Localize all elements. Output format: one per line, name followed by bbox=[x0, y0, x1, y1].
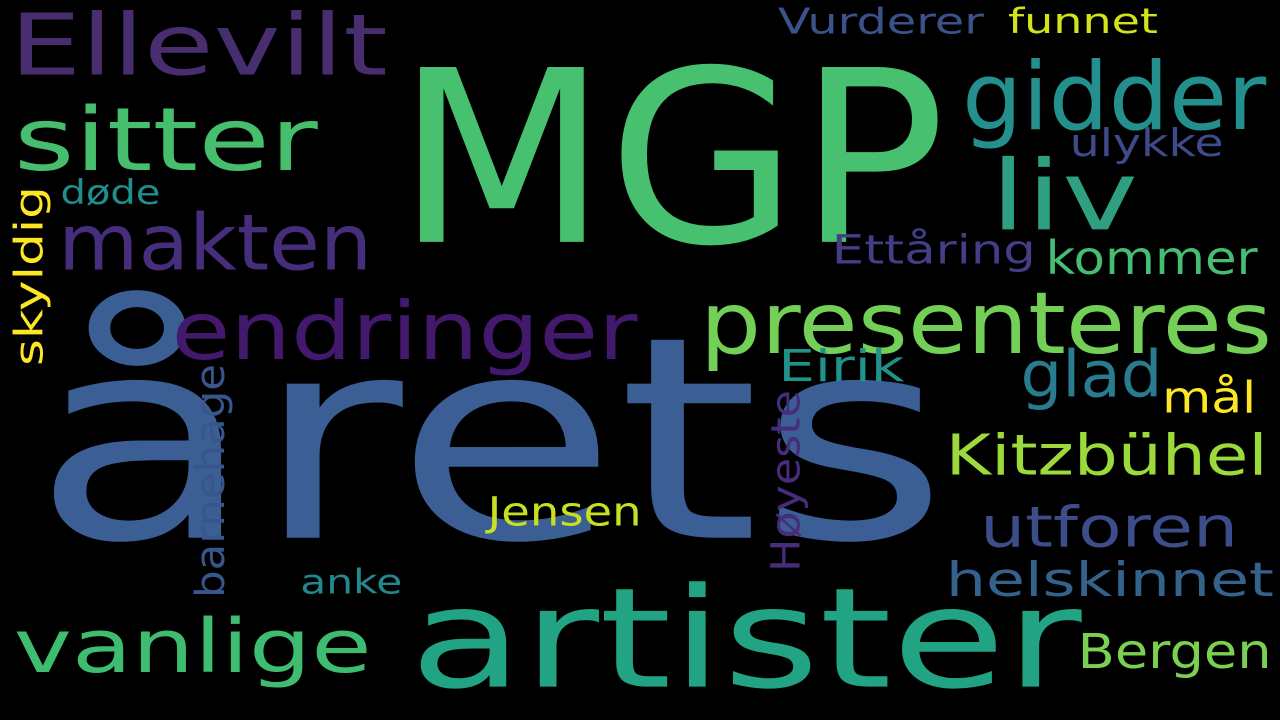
word-sitter: sitter bbox=[14, 88, 318, 191]
word-bergen: Bergen bbox=[1078, 623, 1272, 680]
word-ettaring: Ettåring bbox=[831, 226, 1036, 274]
word-endringer: endringer bbox=[171, 285, 638, 379]
word-kitzbuhel: Kitzbühel bbox=[946, 423, 1268, 489]
word-hoyeste: Høyeste bbox=[762, 390, 810, 572]
word-gidder: gidder bbox=[961, 41, 1266, 152]
word-funnet: funnet bbox=[1007, 1, 1158, 41]
word-barnehage: barnehage bbox=[186, 364, 234, 598]
word-dode: døde bbox=[59, 173, 160, 213]
word-skyldig: skyldig bbox=[6, 186, 52, 366]
word-helskinnet: helskinnet bbox=[945, 551, 1274, 608]
word-vanlige: vanlige bbox=[13, 604, 372, 690]
word-anke: anke bbox=[300, 563, 402, 602]
word-makten: makten bbox=[57, 197, 372, 288]
word-jensen: Jensen bbox=[488, 488, 642, 535]
word-ulykke: ulykke bbox=[1069, 121, 1224, 165]
word-mgp: MGP bbox=[396, 20, 946, 300]
word-vurderer: Vurderer bbox=[778, 0, 984, 42]
word-ellevilt: Ellevilt bbox=[9, 0, 388, 95]
word-liv: liv bbox=[989, 139, 1138, 253]
word-mal: mål bbox=[1161, 371, 1256, 424]
word-kommer: kommer bbox=[1046, 231, 1258, 286]
word-glad: glad bbox=[1020, 338, 1162, 413]
word-eirik: Eirik bbox=[777, 340, 904, 392]
word-arets: årets bbox=[31, 277, 948, 605]
word-utforen: utforen bbox=[980, 495, 1238, 561]
word-presenteres: presenteres bbox=[700, 272, 1272, 374]
word-artister: artister bbox=[409, 557, 1082, 720]
